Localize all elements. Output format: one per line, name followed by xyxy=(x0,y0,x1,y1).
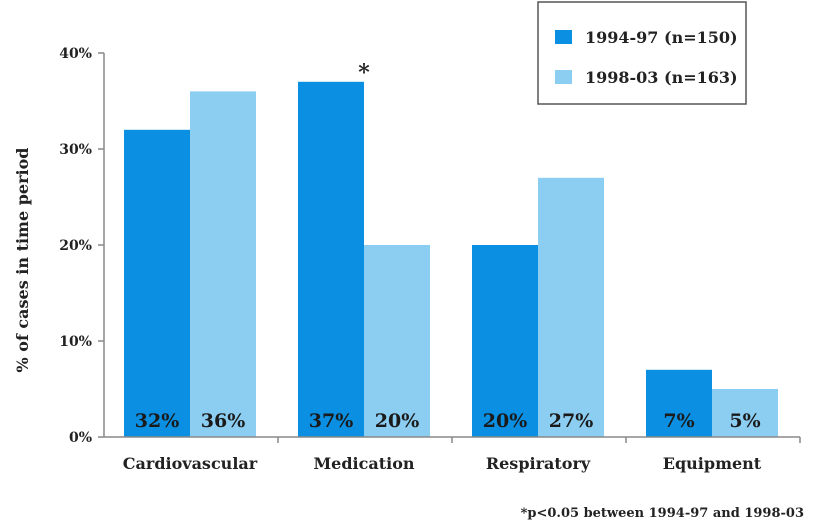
y-axis-ticks: 0% 10% 20% 30% 40% xyxy=(59,46,104,446)
data-label: 27% xyxy=(549,410,594,432)
legend-swatch-1998-03 xyxy=(555,70,572,84)
legend-label-1994-97: 1994-97 (n=150) xyxy=(585,28,738,47)
legend-label-1998-03: 1998-03 (n=163) xyxy=(585,68,738,87)
data-label: 32% xyxy=(135,410,180,432)
bar-respiratory-1998-03 xyxy=(538,177,604,438)
significance-asterisk: * xyxy=(358,60,370,86)
data-labels: 32% 36% 37% 20% 20% 27% 7% 5% xyxy=(135,410,761,432)
bar-cardiovascular-1998-03 xyxy=(190,91,256,438)
y-tick-label: 10% xyxy=(59,334,92,350)
data-label: 37% xyxy=(309,410,354,432)
bar-equipment-1998-03 xyxy=(712,389,778,437)
data-label: 7% xyxy=(663,410,694,432)
category-label: Equipment xyxy=(663,454,762,473)
bar-medication-1998-03 xyxy=(364,245,430,437)
legend: 1994-97 (n=150) 1998-03 (n=163) xyxy=(537,1,747,105)
category-label: Respiratory xyxy=(486,454,591,473)
legend-swatch-1994-97 xyxy=(555,30,572,44)
bar-respiratory-1994-97 xyxy=(472,245,538,437)
data-label: 20% xyxy=(375,410,420,432)
bar-equipment-1994-97 xyxy=(646,369,712,437)
y-tick-label: 0% xyxy=(69,430,92,446)
legend-box xyxy=(537,1,747,105)
y-tick-label: 30% xyxy=(59,142,92,158)
y-tick-label: 20% xyxy=(59,238,92,254)
bar-medication-1994-97 xyxy=(298,81,364,438)
bars xyxy=(124,81,778,438)
x-axis-ticks xyxy=(277,437,801,443)
data-label: 5% xyxy=(729,410,760,432)
footnote: *p<0.05 between 1994-97 and 1998-03 xyxy=(521,506,804,521)
y-tick-label: 40% xyxy=(59,46,92,62)
data-label: 20% xyxy=(483,410,528,432)
category-label: Cardiovascular xyxy=(123,454,258,473)
category-labels: Cardiovascular Medication Respiratory Equip… xyxy=(123,454,762,473)
bar-cardiovascular-1994-97 xyxy=(124,129,190,438)
data-label: 36% xyxy=(201,410,246,432)
y-axis-label: % of cases in time period xyxy=(13,148,32,373)
category-label: Medication xyxy=(313,454,414,473)
